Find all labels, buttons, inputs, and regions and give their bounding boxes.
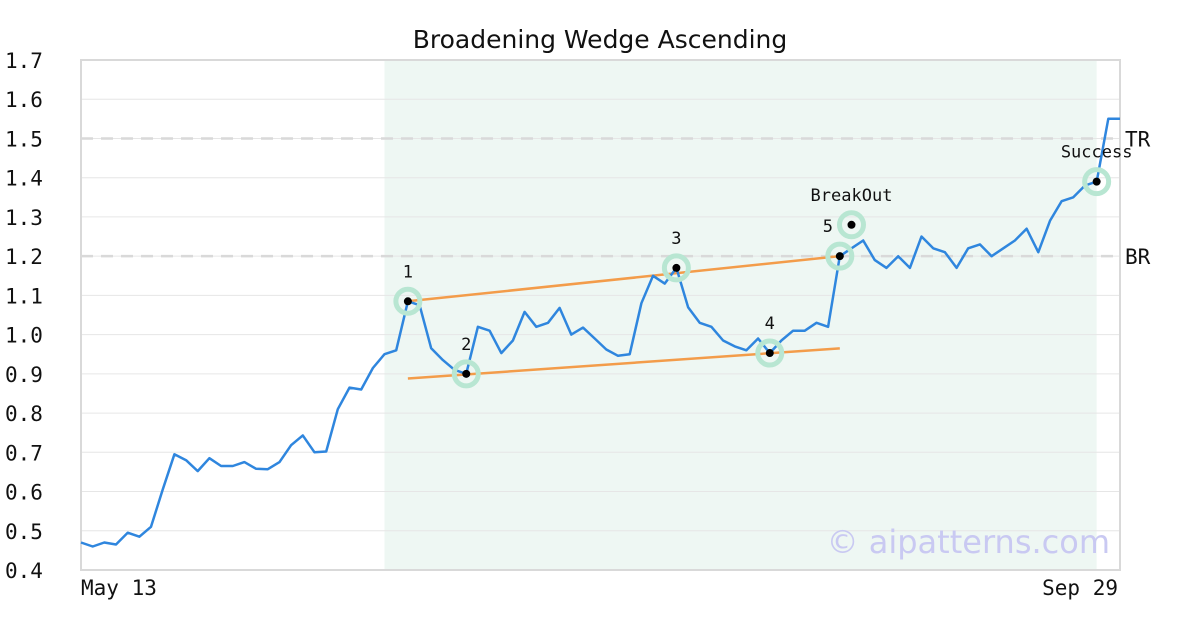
y-tick-label: 1.3 <box>5 206 43 230</box>
price-line <box>80 117 1120 548</box>
pivot-label: 4 <box>765 314 775 334</box>
watermark: © aipatterns.com <box>827 523 1110 561</box>
y-tick-label: 0.8 <box>5 402 43 426</box>
chart-title: Broadening Wedge Ascending <box>413 25 788 54</box>
pattern-region <box>384 60 1097 570</box>
y-tick-label: 1.6 <box>5 88 43 112</box>
x-tick-label: May 13 <box>81 576 157 600</box>
plot-area: 0.4 0.5 0.6 0.7 0.8 0.9 1.0 1.1 1.2 1.3 1.4 1.5 1.6 1… <box>5 49 1151 600</box>
pivot-marker-halo <box>836 210 866 240</box>
pivot-marker-halo <box>393 286 423 316</box>
pivot-label: Success <box>1061 143 1133 163</box>
pivot-marker-halo <box>825 241 855 271</box>
pivot-label: 2 <box>461 335 471 355</box>
pivot-label: 3 <box>671 229 681 249</box>
pivot-marker <box>847 220 856 229</box>
pivot-marker <box>403 297 412 306</box>
pivot-marker-halo <box>755 338 785 368</box>
pivot-marker-halo <box>1082 167 1112 197</box>
y-tick-label: 0.9 <box>5 363 43 387</box>
y-tick-label: 0.7 <box>5 441 43 465</box>
pivot-marker <box>672 263 681 272</box>
pivot-label: 1 <box>403 262 413 282</box>
plot-frame <box>80 59 1121 571</box>
reference-line-label: BR <box>1125 245 1151 269</box>
y-tick-label: 1.5 <box>5 127 43 151</box>
y-tick-label: 1.7 <box>5 49 43 73</box>
x-tick-label: Sep 29 <box>1042 576 1118 600</box>
pivot-marker-halo <box>661 253 691 283</box>
y-tick-label: 1.1 <box>5 284 43 308</box>
pivot-marker <box>835 252 844 261</box>
y-tick-label: 1.2 <box>5 245 43 269</box>
y-tick-label: 0.4 <box>5 559 43 583</box>
pivot-marker <box>462 369 471 378</box>
y-tick-label: 1.4 <box>5 167 43 191</box>
pivot-label: BreakOut <box>811 186 893 206</box>
pivot-marker <box>765 349 774 358</box>
y-tick-label: 0.5 <box>5 520 43 544</box>
trendline <box>407 254 840 303</box>
pivot-label: 5 <box>823 217 833 237</box>
y-tick-label: 1.0 <box>5 324 43 348</box>
y-tick-label: 0.6 <box>5 481 43 505</box>
reference-line-label: TR <box>1125 127 1151 151</box>
pivot-marker-halo <box>451 359 481 389</box>
pivot-marker <box>1092 177 1101 186</box>
